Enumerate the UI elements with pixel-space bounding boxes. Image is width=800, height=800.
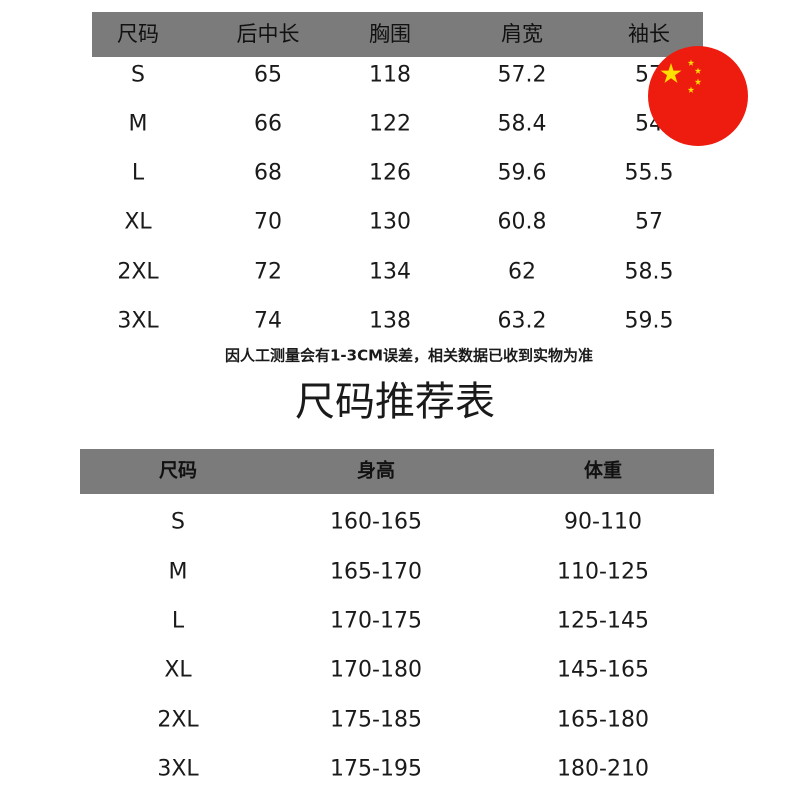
china-flag-icon: [648, 46, 748, 146]
table-cell: 60.8: [497, 209, 547, 235]
table-cell: 55.5: [624, 160, 674, 186]
table-cell: XL: [124, 209, 152, 235]
table-cell: 2XL: [117, 259, 159, 285]
table-cell: 145-165: [557, 657, 649, 683]
table-cell: 72: [254, 259, 282, 285]
column-header: 尺码: [117, 22, 159, 46]
table-cell: 126: [369, 160, 411, 186]
column-header: 后中长: [236, 22, 300, 46]
column-header: 尺码: [158, 459, 198, 482]
table-cell: 68: [254, 160, 282, 186]
table-cell: M: [128, 111, 148, 137]
table-cell: 66: [254, 111, 282, 137]
table-cell: L: [171, 608, 185, 634]
table-cell: 57: [635, 209, 663, 235]
column-header: 胸围: [369, 22, 411, 46]
recommend-table-header: [80, 449, 714, 494]
table-cell: 70: [254, 209, 282, 235]
table-cell: 180-210: [557, 756, 649, 782]
table-cell: 170-180: [330, 657, 422, 683]
table-cell: 134: [369, 259, 411, 285]
table-cell: 165-180: [557, 707, 649, 733]
table-cell: 118: [369, 62, 411, 88]
table-cell: 170-175: [330, 608, 422, 634]
table-cell: 74: [254, 308, 282, 334]
table-cell: 3XL: [157, 756, 199, 782]
table-cell: S: [171, 509, 185, 535]
column-header: 袖长: [628, 22, 670, 46]
table-cell: 160-165: [330, 509, 422, 535]
table-cell: 110-125: [557, 559, 649, 585]
table-cell: S: [131, 62, 145, 88]
table-cell: 165-170: [330, 559, 422, 585]
table-cell: 3XL: [117, 308, 159, 334]
measure-table-header: [92, 12, 703, 57]
measurement-note: 因人工测量会有1-3CM误差，相关数据已收到实物为准: [224, 346, 594, 365]
table-cell: 63.2: [497, 308, 547, 334]
table-cell: 59.5: [624, 308, 674, 334]
table-cell: 138: [369, 308, 411, 334]
table-cell: 65: [254, 62, 282, 88]
column-header: 身高: [356, 459, 396, 482]
recommend-title: 尺码推荐表: [295, 379, 495, 425]
table-cell: 175-185: [330, 707, 422, 733]
table-cell: 125-145: [557, 608, 649, 634]
table-cell: 122: [369, 111, 411, 137]
table-cell: 58.5: [624, 259, 674, 285]
column-header: 肩宽: [501, 22, 543, 46]
table-cell: M: [168, 559, 188, 585]
table-cell: 130: [369, 209, 411, 235]
table-cell: 57.2: [497, 62, 547, 88]
table-cell: 59.6: [497, 160, 547, 186]
table-cell: 2XL: [157, 707, 199, 733]
column-header: 体重: [583, 459, 623, 482]
table-cell: L: [131, 160, 145, 186]
table-cell: 62: [508, 259, 536, 285]
table-cell: 58.4: [497, 111, 547, 137]
table-cell: XL: [164, 657, 192, 683]
table-cell: 175-195: [330, 756, 422, 782]
table-cell: 90-110: [564, 509, 642, 535]
